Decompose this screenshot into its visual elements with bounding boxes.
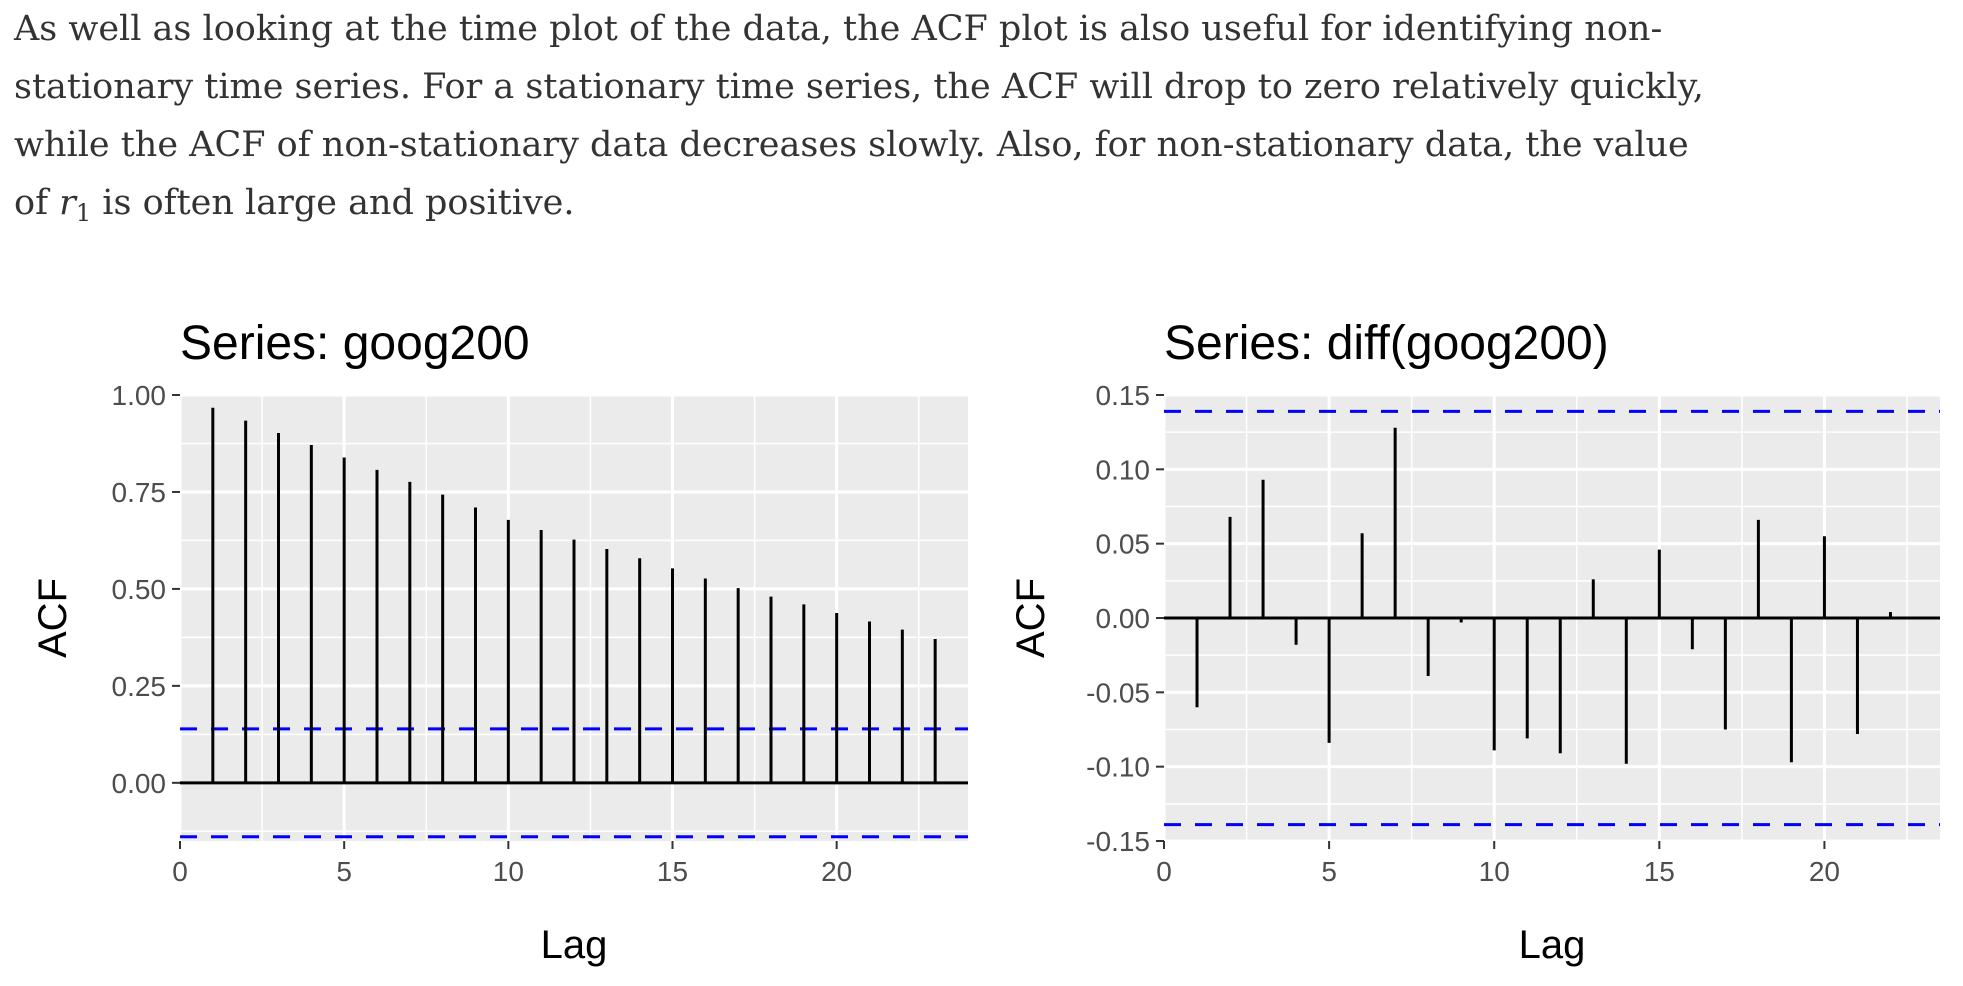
acf-bars (1195, 427, 1892, 764)
y-tick-label: 0.50 (112, 574, 167, 605)
chart-title: Series: goog200 (180, 317, 530, 370)
y-axis-title: ACF (1009, 578, 1053, 658)
x-tick-label: 5 (1321, 856, 1337, 887)
y-axis-title: ACF (31, 578, 75, 658)
y-tick-label: 0.75 (112, 477, 167, 508)
math-variable-r: r (59, 183, 76, 223)
y-tick-label: 1.00 (112, 380, 167, 411)
x-tick-label: 0 (1156, 856, 1172, 887)
x-tick-label: 15 (657, 856, 688, 887)
acf-chart-goog200: Series: goog200 0.00 0.25 0.50 0.75 1.00 0 5 1… (31, 317, 968, 967)
x-axis-ticks: 0 5 10 15 20 (172, 841, 852, 887)
x-tick-label: 10 (493, 856, 524, 887)
x-tick-label: 10 (1479, 856, 1510, 887)
acf-chart-diff-goog200: Series: diff(goog200) -0.15 -0.10 -0.05 0.0… (1009, 317, 1940, 967)
acf-bars (211, 407, 937, 783)
y-tick-label: -0.10 (1086, 752, 1150, 783)
paragraph-line-2: stationary time series. For a stationary… (14, 67, 1704, 107)
body-paragraph: As well as looking at the time plot of t… (14, 0, 1954, 232)
x-tick-label: 5 (336, 856, 352, 887)
paragraph-line-1: As well as looking at the time plot of t… (14, 9, 1663, 49)
x-axis-title: Lag (1519, 923, 1586, 967)
y-axis-ticks: 0.00 0.25 0.50 0.75 1.00 (112, 380, 180, 799)
y-tick-label: 0.00 (112, 768, 167, 799)
y-tick-label: 0.00 (1096, 603, 1151, 634)
y-tick-label: 0.25 (112, 671, 167, 702)
y-tick-label: 0.10 (1096, 454, 1151, 485)
paragraph-line-4-pre: of (14, 183, 60, 223)
y-axis-ticks: -0.15 -0.10 -0.05 0.00 0.05 0.10 0.15 (1086, 380, 1164, 857)
y-tick-label: -0.05 (1086, 677, 1150, 708)
x-axis-title: Lag (541, 923, 608, 967)
x-tick-label: 15 (1644, 856, 1675, 887)
y-tick-label: 0.15 (1096, 380, 1151, 411)
x-axis-ticks: 0 5 10 15 20 (1156, 841, 1840, 887)
paragraph-line-4-post: is often large and positive. (91, 183, 575, 223)
math-subscript-1: 1 (75, 199, 92, 227)
y-tick-label: 0.05 (1096, 529, 1151, 560)
x-tick-label: 20 (1809, 856, 1840, 887)
x-tick-label: 0 (172, 856, 188, 887)
paragraph-line-3: while the ACF of non-stationary data dec… (14, 125, 1689, 165)
chart-title: Series: diff(goog200) (1164, 317, 1609, 370)
x-tick-label: 20 (821, 856, 852, 887)
y-tick-label: -0.15 (1086, 826, 1150, 857)
confidence-bounds (1164, 409, 1940, 827)
